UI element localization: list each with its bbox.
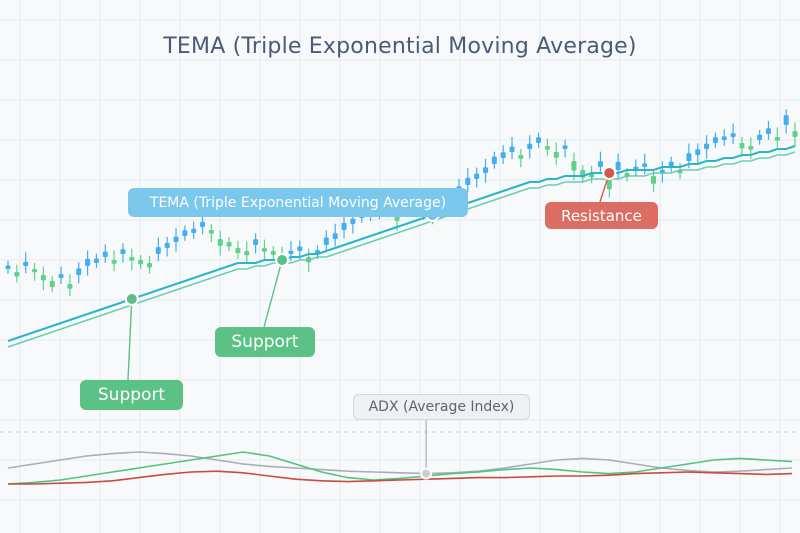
candle-body [730,133,736,137]
candle-body [40,275,46,281]
candle-body [5,265,11,269]
candle-body [129,257,135,261]
candle-body [474,173,480,179]
candle-body [686,153,692,161]
chart-title: TEMA (Triple Exponential Moving Average) [163,34,637,59]
candle-body [597,161,603,167]
adx-marker [420,467,433,480]
candle-body [765,128,771,134]
tema-callout: TEMA (Triple Exponential Moving Average) [128,188,468,217]
candle-body [217,239,223,246]
candle-body [138,260,144,265]
tema-line-secondary [7,151,796,348]
candle-body [76,268,82,275]
candle-body [491,156,497,164]
candle-body [182,230,188,236]
support-1-marker [124,292,139,306]
adx-panel [7,451,793,485]
candle-body [164,242,170,248]
candle-body [261,248,267,252]
candle-body [67,284,73,289]
candle-body [120,249,126,254]
candle-body [536,137,542,143]
resistance-marker [602,166,617,180]
candle-body [85,258,91,266]
candle-body [191,228,197,233]
support-1-connector [127,298,133,381]
tema-lines [7,145,796,348]
candle-body [562,145,568,149]
candle-body [102,251,108,257]
candle-body [235,248,241,254]
candle-body [341,222,347,230]
candle-body [49,281,55,287]
candle-body [244,251,250,256]
candle-body [111,260,117,264]
candle-body [14,272,20,277]
candle-body [748,146,754,150]
candle-body [93,258,99,263]
adx-line-green [7,451,793,485]
support-2-marker [275,253,290,267]
candle-body [200,221,206,227]
candle-body [792,131,798,137]
adx-line-red [8,470,793,485]
candle-body [173,236,179,242]
candle-body [712,137,718,143]
candle-body [332,233,338,239]
candle-body [465,177,471,185]
candle-body [58,274,64,278]
candle-body [146,263,152,268]
candle-body [774,137,780,141]
candle-body [668,161,674,167]
candle-body [757,134,763,140]
candle-body [518,155,524,159]
support-2-connector [263,259,283,328]
candle-body [500,152,506,158]
candle-body [553,152,559,158]
candle-body [544,146,550,150]
candle-body [253,239,259,245]
candle-body [350,218,356,224]
candle-body [297,246,303,251]
candle-body [615,161,621,170]
candle-body [527,143,533,149]
candle-body [642,163,648,167]
candle-body [226,242,232,247]
support-callout-2: Support [215,327,315,357]
support-callout-1: Support [80,380,183,410]
candle-body [704,143,710,149]
candle-body [659,169,665,173]
candle-body [23,261,29,266]
candle-body [783,115,789,125]
candle-body [288,250,294,254]
candle-body [32,269,38,273]
tema-line-primary [7,145,796,342]
candle-body [270,251,276,255]
candle-body [155,247,161,254]
candle-body [323,237,329,245]
candle-body [571,161,577,171]
candle-body [509,146,515,152]
candle-body [483,167,489,173]
adx-callout: ADX (Average Index) [353,394,530,420]
candle-body [695,149,701,155]
candle-body [208,230,214,234]
candle-body [606,179,612,190]
resistance-callout: Resistance [545,202,658,229]
candle-body [721,136,727,140]
candle-body [739,143,745,149]
candle-body [651,176,657,184]
